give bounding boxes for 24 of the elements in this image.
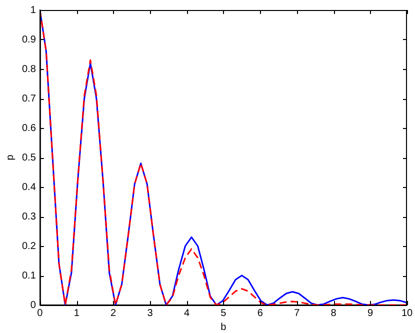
y-tick-label: 0.9 (22, 34, 36, 46)
x-tick-label: 10 (401, 308, 413, 319)
x-tick-label: 0 (37, 308, 44, 319)
y-tick-label: 0 (30, 300, 36, 311)
x-tick-label: 5 (220, 308, 227, 319)
y-tick-label: 1 (30, 4, 36, 16)
y-tick-label: 0.7 (22, 93, 36, 104)
x-tick-label: 6 (257, 308, 264, 319)
x-tick-label: 8 (330, 308, 337, 319)
x-tick-label: 7 (294, 308, 300, 319)
y-tick-label: 0.8 (22, 64, 36, 75)
y-tick-label: 0.1 (22, 270, 36, 282)
y-tick-label: 0.2 (22, 240, 36, 252)
x-tick-label: 2 (110, 308, 117, 319)
x-tick-label: 9 (368, 308, 374, 319)
y-axis-title: p (4, 154, 16, 160)
y-tick-label: 0.5 (22, 152, 36, 164)
y-tick-label: 0.3 (22, 211, 36, 222)
x-tick-label: 4 (184, 308, 190, 319)
x-tick-label: 1 (74, 308, 80, 319)
y-tick-label: 0.4 (22, 182, 36, 193)
x-tick-label: 3 (147, 308, 154, 319)
y-tick-label: 0.6 (22, 122, 36, 134)
x-axis-title: b (220, 322, 227, 333)
